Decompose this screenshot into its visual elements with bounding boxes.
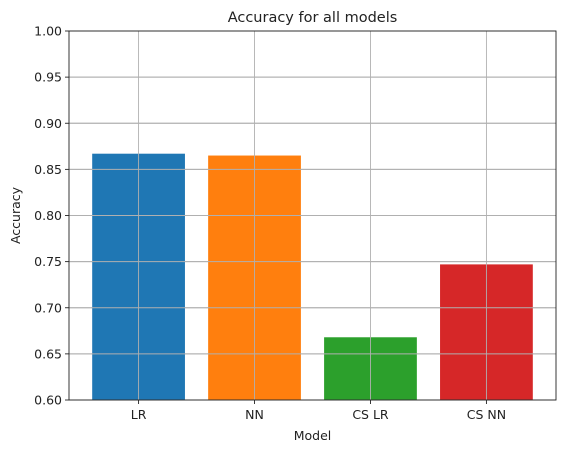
y-tick-label: 0.65 xyxy=(34,346,62,361)
x-tick-label: CS LR xyxy=(352,407,389,422)
x-axis-ticks: LR NN CS LR CS NN xyxy=(131,400,506,422)
chart-title: Accuracy for all models xyxy=(228,10,398,26)
y-tick-label: 1.00 xyxy=(34,24,62,39)
bars-layer xyxy=(92,153,533,400)
x-tick-label: NN xyxy=(245,407,264,422)
x-tick-label: LR xyxy=(131,407,147,422)
x-tick-label: CS NN xyxy=(467,407,506,422)
y-axis-ticks: 0.60 0.65 0.70 0.75 0.80 0.85 0.90 0.95 1.00 xyxy=(34,24,69,408)
y-tick-label: 0.75 xyxy=(34,254,62,269)
x-axis-label: Model xyxy=(294,428,332,443)
y-tick-label: 0.70 xyxy=(34,300,62,315)
y-tick-label: 0.95 xyxy=(34,70,62,85)
y-tick-label: 0.90 xyxy=(34,116,62,131)
y-tick-label: 0.85 xyxy=(34,162,62,177)
y-tick-label: 0.80 xyxy=(34,208,62,223)
y-tick-label: 0.60 xyxy=(34,393,62,408)
y-axis-label: Accuracy xyxy=(8,186,23,244)
